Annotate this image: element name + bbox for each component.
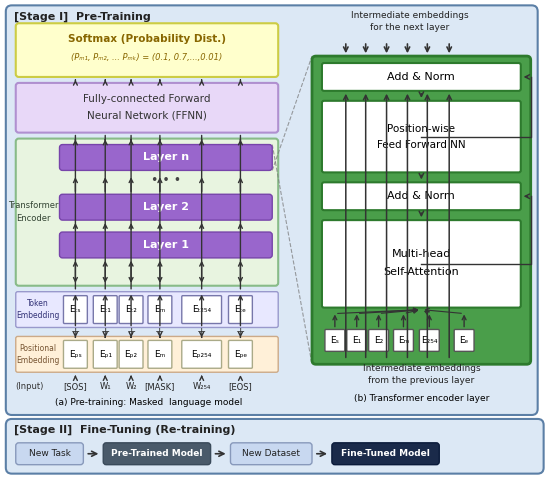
Text: New Task: New Task [29,449,70,458]
Text: Eₜ₁: Eₜ₁ [99,305,111,314]
FancyBboxPatch shape [228,341,253,368]
FancyBboxPatch shape [59,232,272,258]
Text: Eₚ₁: Eₚ₁ [99,350,112,359]
FancyBboxPatch shape [228,296,253,323]
FancyBboxPatch shape [322,63,521,91]
FancyBboxPatch shape [16,292,278,328]
Text: Eₘ: Eₘ [398,336,409,345]
FancyBboxPatch shape [59,194,272,220]
Text: Eₘ: Eₘ [154,350,166,359]
FancyBboxPatch shape [332,443,439,465]
FancyBboxPatch shape [182,341,222,368]
FancyBboxPatch shape [16,23,278,77]
FancyBboxPatch shape [16,336,278,372]
Text: Fine-Tuned Model: Fine-Tuned Model [341,449,430,458]
Text: Neural Network (FFNN): Neural Network (FFNN) [87,111,207,121]
Text: +: + [71,328,80,338]
Text: E₂: E₂ [374,336,383,345]
FancyBboxPatch shape [322,101,521,172]
Text: W₁: W₁ [99,382,111,391]
FancyBboxPatch shape [6,5,537,415]
Text: Add & Norm: Add & Norm [388,72,455,82]
FancyBboxPatch shape [369,330,389,352]
Text: Eₚₛ: Eₚₛ [69,350,82,359]
FancyBboxPatch shape [312,56,531,364]
Text: W₂₅₄: W₂₅₄ [193,382,211,391]
Text: Token
Embedding: Token Embedding [16,299,59,320]
Text: [SOS]: [SOS] [64,382,87,391]
Text: Fully-connected Forward: Fully-connected Forward [83,94,211,104]
FancyBboxPatch shape [419,330,439,352]
FancyBboxPatch shape [6,419,544,474]
Text: Eₛ: Eₛ [330,336,339,345]
Text: Self-Attention: Self-Attention [384,267,459,277]
Text: Softmax (Probability Dist.): Softmax (Probability Dist.) [68,34,226,44]
Text: +: + [155,328,165,338]
Text: Layer 2: Layer 2 [143,202,189,212]
FancyBboxPatch shape [93,296,117,323]
Text: Pre-Trained Model: Pre-Trained Model [111,449,203,458]
Text: [Stage II]  Fine-Tuning (Re-training): [Stage II] Fine-Tuning (Re-training) [14,425,236,435]
Text: [MASK]: [MASK] [145,382,175,391]
Text: Positional
Embedding: Positional Embedding [16,344,59,365]
Text: W₂: W₂ [125,382,137,391]
Text: Layer 1: Layer 1 [143,240,189,250]
Text: Eₚ₂: Eₚ₂ [125,350,138,359]
Text: Eₚₑ: Eₚₑ [234,350,247,359]
FancyBboxPatch shape [347,330,367,352]
FancyBboxPatch shape [16,443,83,465]
FancyBboxPatch shape [322,220,521,308]
Text: +: + [236,328,245,338]
FancyBboxPatch shape [231,443,312,465]
Text: Transformer
Encoder: Transformer Encoder [8,201,59,223]
Text: [Stage I]  Pre-Training: [Stage I] Pre-Training [14,11,150,22]
FancyBboxPatch shape [148,296,172,323]
Text: +: + [126,328,136,338]
Text: +: + [100,328,110,338]
Text: Eₘ: Eₘ [154,305,166,314]
Text: Add & Norm: Add & Norm [388,191,455,201]
FancyBboxPatch shape [119,341,143,368]
FancyBboxPatch shape [394,330,413,352]
FancyBboxPatch shape [16,138,278,286]
Text: • • •: • • • [151,174,181,187]
FancyBboxPatch shape [16,83,278,133]
FancyBboxPatch shape [325,330,345,352]
Text: (b) Transformer encoder layer: (b) Transformer encoder layer [354,394,489,403]
Text: Multi-head: Multi-head [391,249,451,259]
Text: Eₚ₂₅₄: Eₚ₂₅₄ [192,350,212,359]
Text: Layer n: Layer n [143,152,189,162]
Text: Eₜₑ: Eₜₑ [234,305,247,314]
FancyBboxPatch shape [119,296,143,323]
Text: Eₑ: Eₑ [460,336,469,345]
FancyBboxPatch shape [59,145,272,171]
Text: +: + [197,328,206,338]
Text: New Dataset: New Dataset [242,449,300,458]
Text: (a) Pre-training: Masked  language model: (a) Pre-training: Masked language model [55,398,243,407]
Text: Feed Forward NN: Feed Forward NN [377,139,466,149]
Text: Eₜₛ: Eₜₛ [70,305,81,314]
FancyBboxPatch shape [322,182,521,210]
FancyBboxPatch shape [64,296,87,323]
FancyBboxPatch shape [454,330,474,352]
Text: E₂₅₄: E₂₅₄ [421,336,438,345]
Text: Intermediate embeddings
from the previous layer: Intermediate embeddings from the previou… [362,364,480,385]
Text: Intermediate embeddings
for the next layer: Intermediate embeddings for the next lay… [351,11,468,32]
FancyBboxPatch shape [103,443,211,465]
Text: Eₜ₂: Eₜ₂ [125,305,137,314]
Text: Position-wise: Position-wise [388,124,455,134]
FancyBboxPatch shape [64,341,87,368]
Text: (Input): (Input) [15,382,44,391]
Text: Eₜ₂₅₄: Eₜ₂₅₄ [192,305,211,314]
Text: E₁: E₁ [352,336,361,345]
FancyBboxPatch shape [182,296,222,323]
FancyBboxPatch shape [148,341,172,368]
FancyBboxPatch shape [93,341,117,368]
Text: (Pₘ₁, Pₘ₂, ... Pₘₖ) = (0.1, 0.7,...,0.01): (Pₘ₁, Pₘ₂, ... Pₘₖ) = (0.1, 0.7,...,0.01… [71,53,222,62]
Text: [EOS]: [EOS] [228,382,253,391]
